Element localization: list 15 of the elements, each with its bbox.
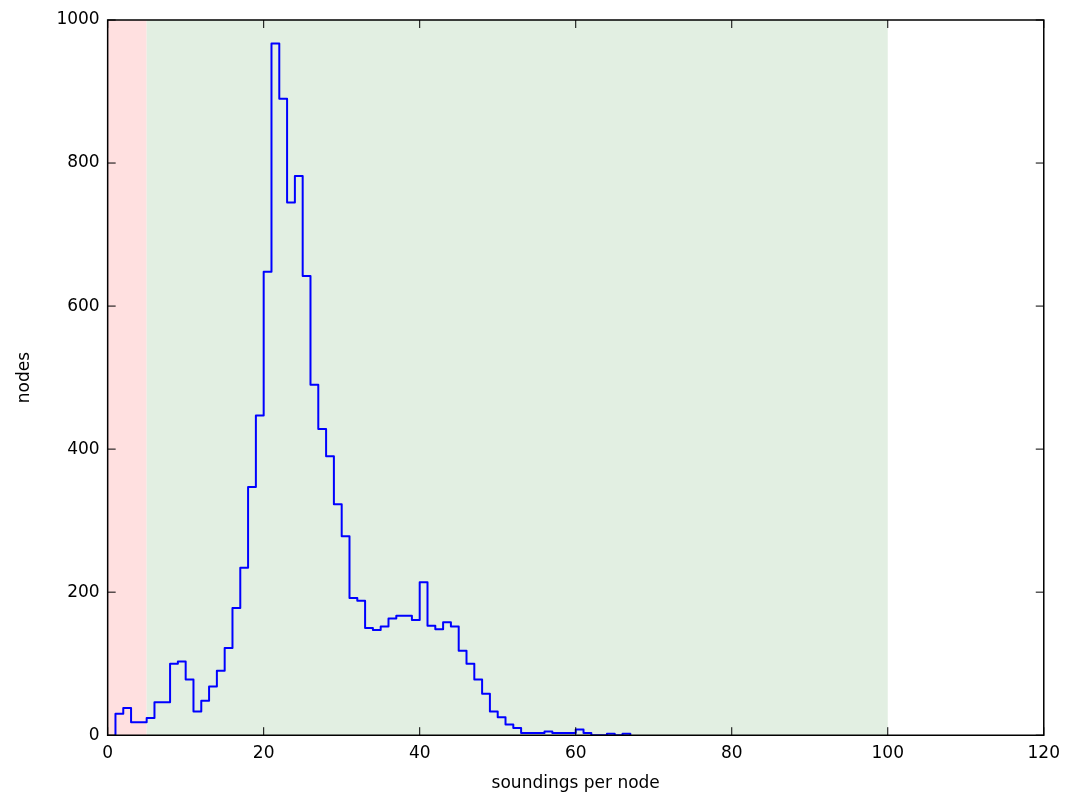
- x-axis-title: soundings per node: [491, 772, 660, 793]
- x-tick-label: 100: [871, 741, 904, 762]
- x-tick-label: 120: [1027, 741, 1060, 762]
- y-axis-title: nodes: [12, 351, 33, 404]
- y-tick-label: 600: [67, 294, 100, 315]
- x-tick-label: 20: [252, 741, 275, 762]
- y-tick-label: 200: [67, 580, 100, 601]
- y-tick-label: 800: [67, 151, 100, 172]
- y-tick-label: 400: [67, 437, 100, 458]
- y-tick-label: 1000: [56, 8, 100, 29]
- x-tick-label: 40: [408, 741, 431, 762]
- y-tick-label: 0: [88, 723, 100, 744]
- x-tick-label: 60: [564, 741, 587, 762]
- x-tick-label: 80: [720, 741, 743, 762]
- x-tick-label: 0: [102, 741, 114, 762]
